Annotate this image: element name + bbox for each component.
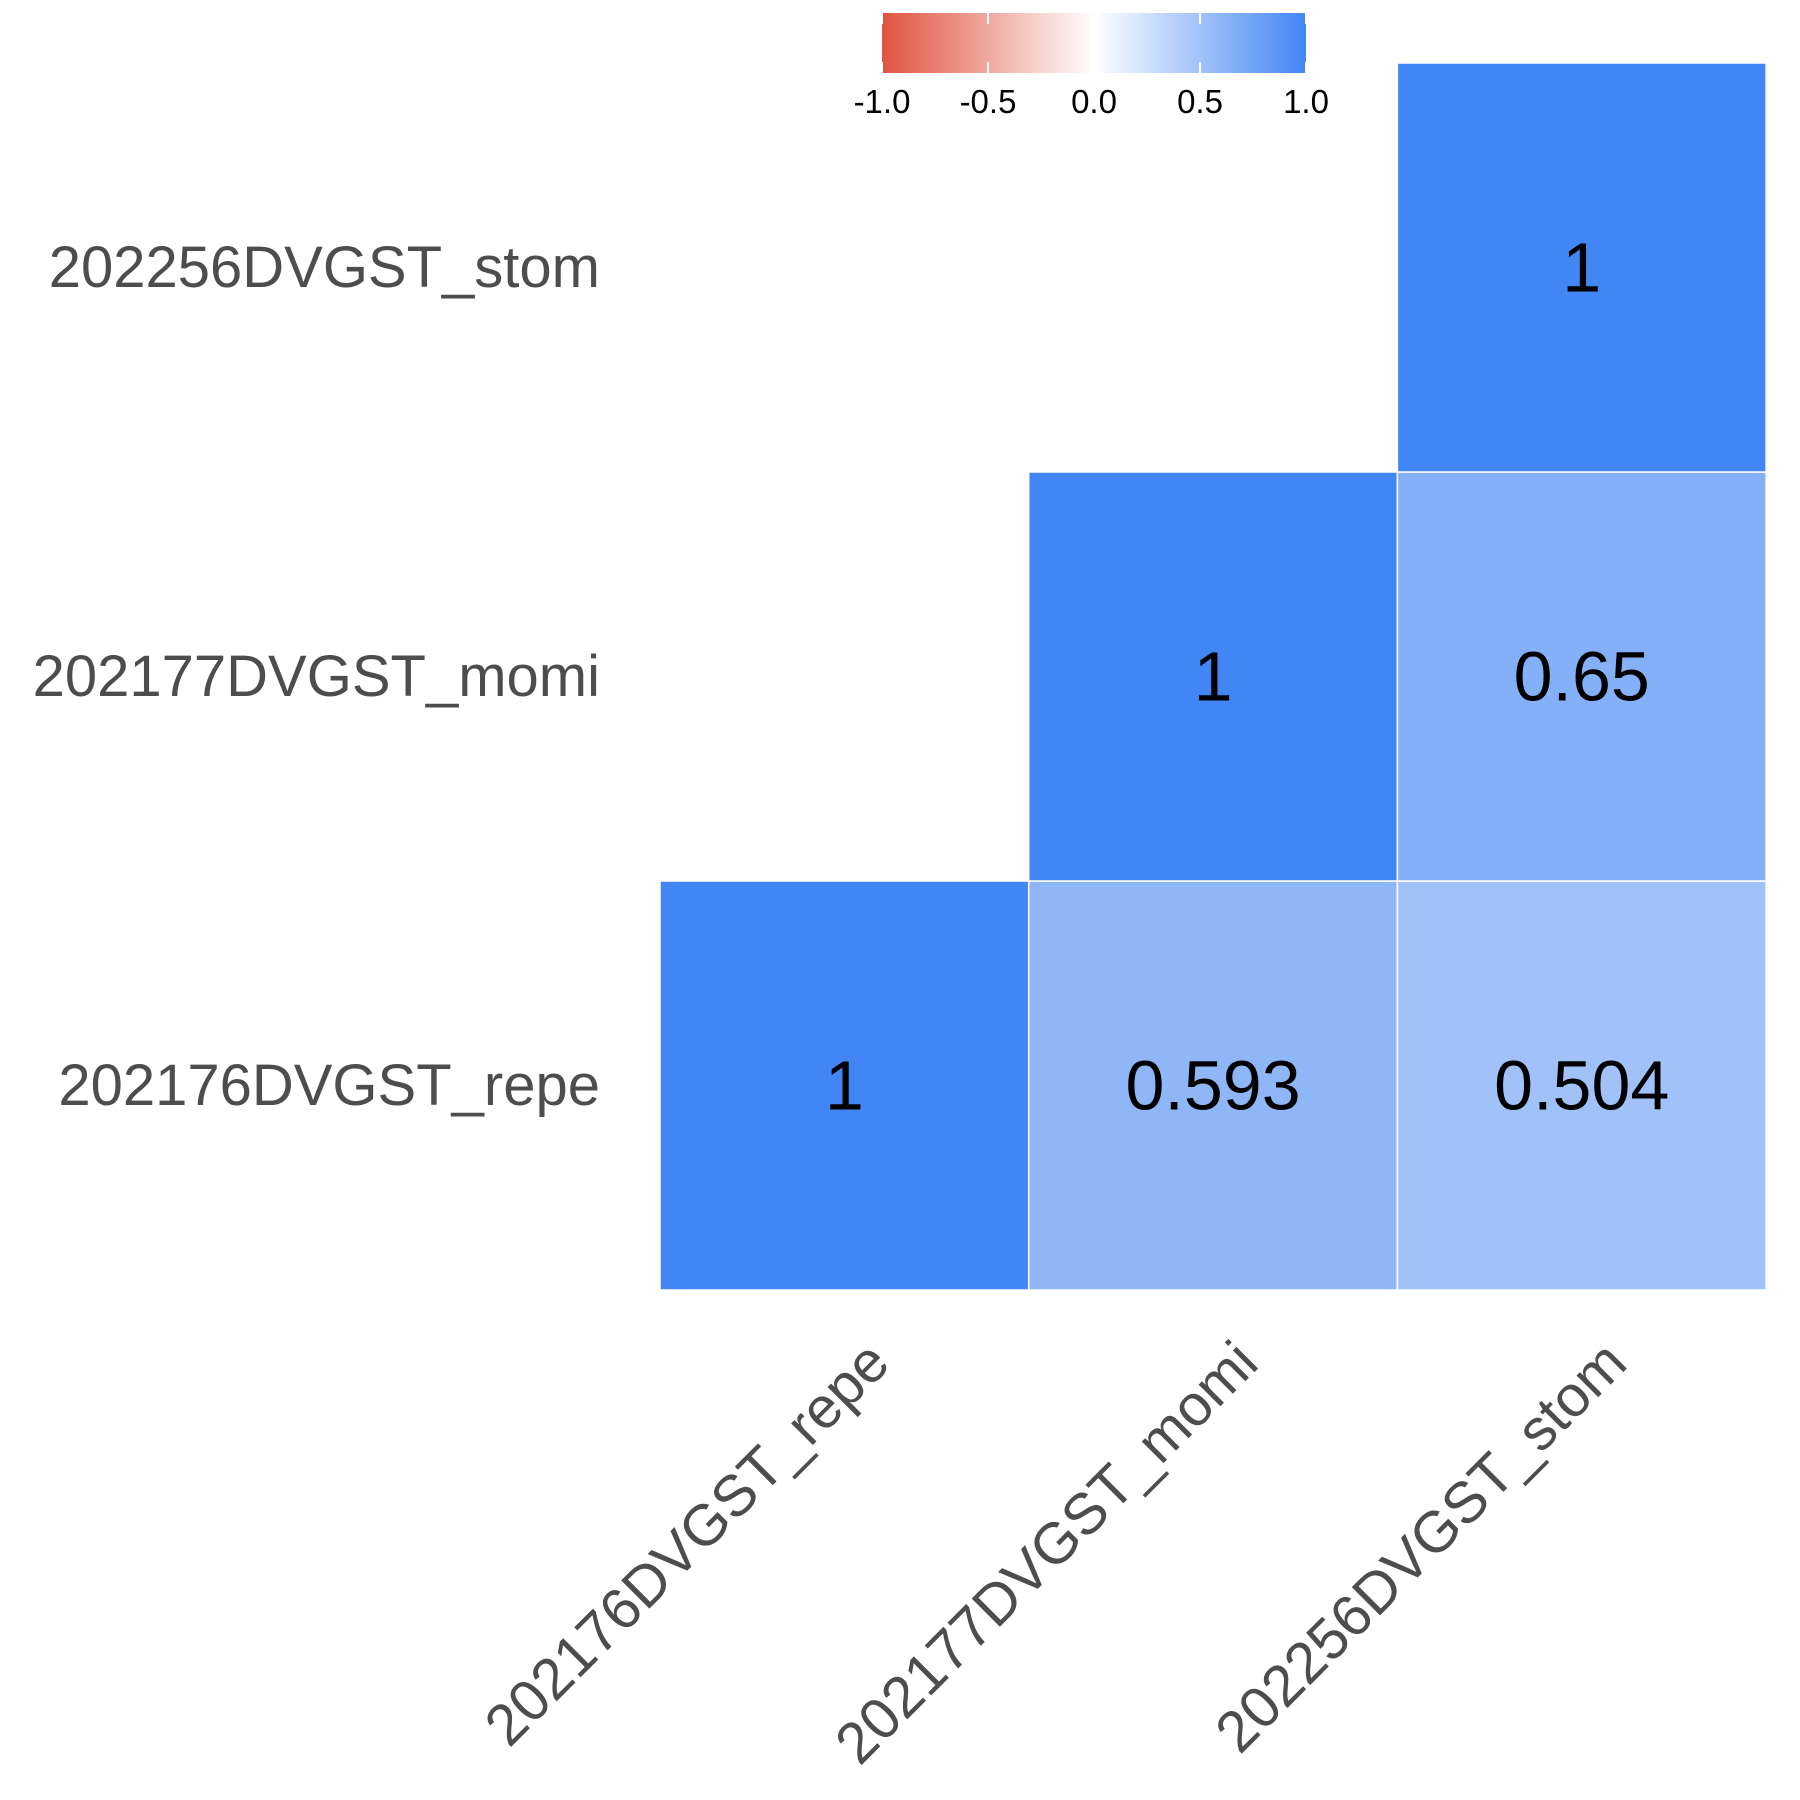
y-axis-label: 202177DVGST_momi	[33, 644, 600, 709]
cell-value-label: 0.65	[1514, 638, 1650, 716]
cell-value-label: 1	[1194, 638, 1233, 716]
color-legend: -1.0 -0.5 0.0 0.5 1.0	[854, 13, 1329, 120]
cell-value-label: 0.504	[1494, 1047, 1669, 1125]
legend-tick-label: 0.5	[1177, 83, 1223, 120]
x-axis-label: 202256DVGST_stom	[1203, 1329, 1639, 1765]
heatmap-cell	[1396, 62, 1767, 473]
legend-tick-label: -1.0	[854, 83, 911, 120]
legend-tick-label: 0.0	[1071, 83, 1117, 120]
heatmap-cell	[1396, 471, 1767, 882]
heatmap-cells	[659, 62, 1767, 1291]
legend-tick-label: 1.0	[1283, 83, 1329, 120]
heatmap-cell-labels: 1 0.593 0.504 1 0.65 1	[825, 229, 1669, 1125]
legend-tick-label: -0.5	[960, 83, 1017, 120]
heatmap-cell	[1396, 880, 1767, 1291]
cell-value-label: 1	[1562, 229, 1601, 307]
heatmap-cell	[1027, 880, 1399, 1291]
legend-ticks: -1.0 -0.5 0.0 0.5 1.0	[854, 13, 1329, 120]
y-axis-label: 202256DVGST_stom	[49, 235, 600, 300]
y-axis-labels: 202176DVGST_repe 202177DVGST_momi 202256DV…	[33, 235, 600, 1118]
cell-value-label: 0.593	[1125, 1047, 1300, 1125]
heatmap-cell	[659, 880, 1030, 1291]
x-axis-label: 202177DVGST_momi	[823, 1329, 1270, 1776]
y-axis-label: 202176DVGST_repe	[58, 1053, 600, 1118]
heatmap-cell	[1027, 471, 1399, 882]
x-axis-label: 202176DVGST_repe	[472, 1329, 901, 1758]
x-axis-labels: 202176DVGST_repe202177DVGST_momi202256DV…	[472, 1329, 1638, 1776]
cell-value-label: 1	[825, 1047, 864, 1125]
